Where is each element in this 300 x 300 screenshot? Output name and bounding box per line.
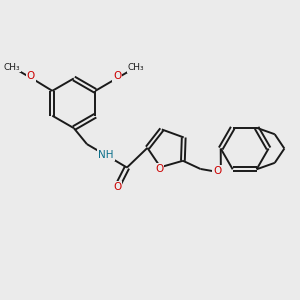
- Text: CH₃: CH₃: [3, 63, 20, 72]
- Text: O: O: [113, 71, 121, 81]
- Text: CH₃: CH₃: [128, 63, 145, 72]
- Text: O: O: [155, 164, 163, 174]
- Text: O: O: [213, 166, 221, 176]
- Text: O: O: [113, 182, 122, 192]
- Text: NH: NH: [98, 150, 114, 160]
- Text: O: O: [27, 71, 35, 81]
